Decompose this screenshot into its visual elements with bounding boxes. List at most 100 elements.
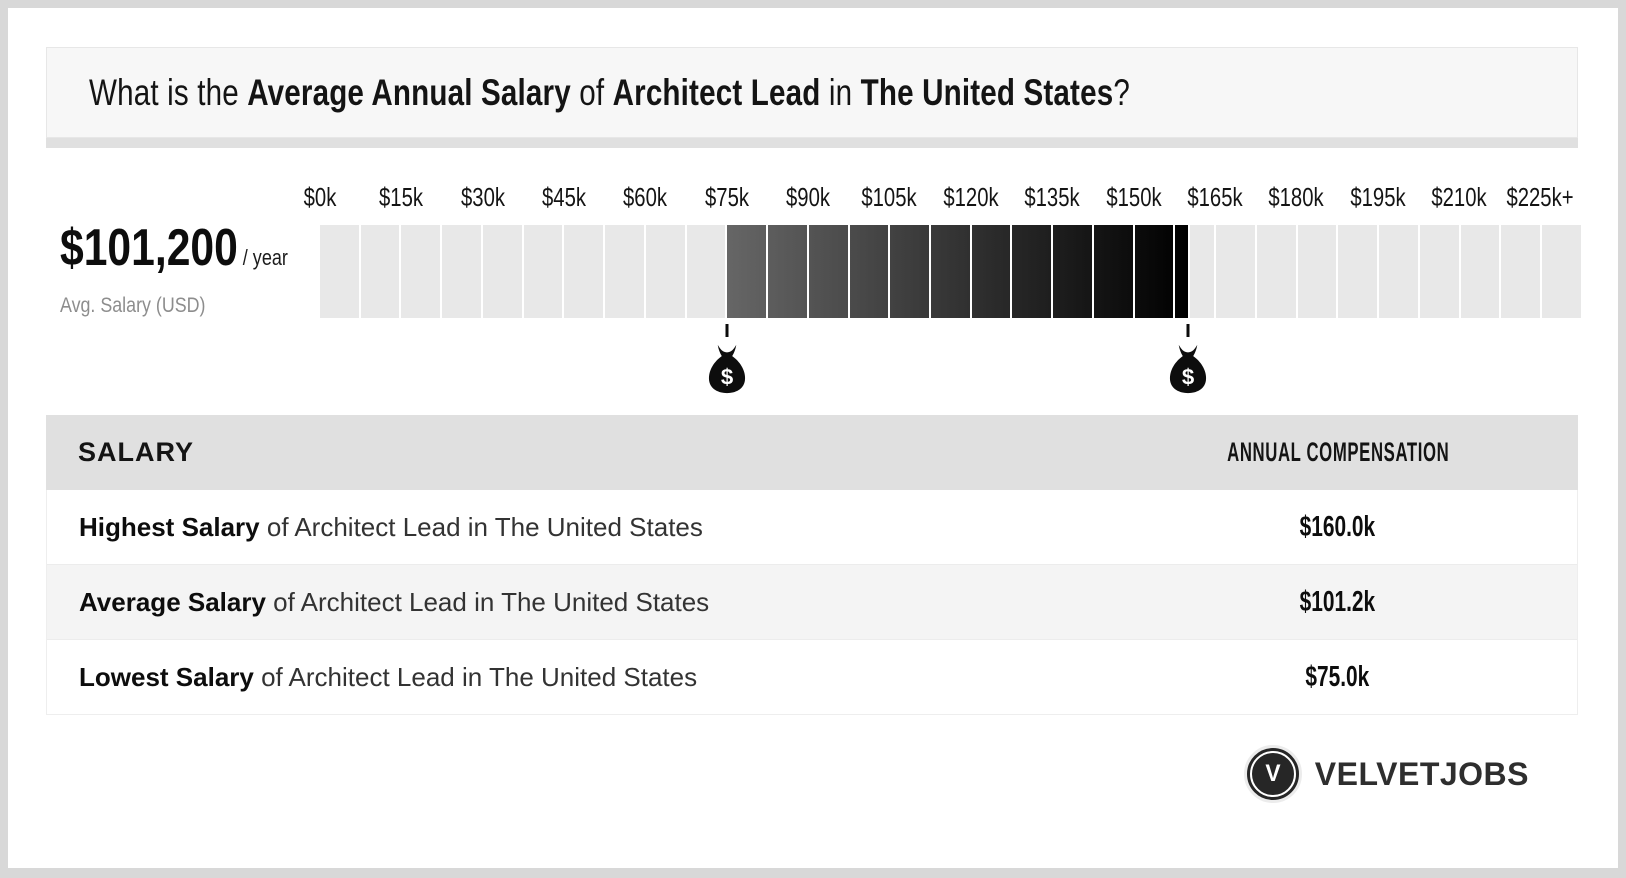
row-label-bold: Highest Salary (79, 511, 260, 542)
row-value: $160.0k (1299, 510, 1375, 543)
logo-monogram-icon: V (1243, 745, 1302, 803)
bar-segment (1093, 225, 1133, 318)
salary-marker: $ (1167, 324, 1208, 394)
marker-tick (1186, 324, 1190, 337)
bar-segment (564, 225, 604, 318)
page-title: What is the Average Annual Salary of Arc… (89, 72, 1130, 114)
table-body: Highest Salary of Architect Lead in The … (46, 490, 1578, 715)
axis-tick-label: $120k (943, 182, 999, 212)
axis-tick-label: $195k (1349, 182, 1406, 212)
salary-marker: $ (706, 324, 747, 394)
bar-segment (1297, 225, 1337, 318)
title-text: What is the (89, 71, 248, 113)
question-box: What is the Average Annual Salary of Arc… (46, 47, 1578, 138)
salary-bar (320, 225, 1581, 318)
infographic-card: What is the Average Annual Salary of Arc… (8, 8, 1618, 868)
bar-segment (1216, 225, 1255, 318)
bar-segment (1012, 225, 1052, 318)
salary-scale: $0k $15k $30k $45k $60k $75k $90k $105k $120k $13… (304, 140, 1581, 410)
axis-tick-label: $0k (303, 182, 337, 212)
table-row-average: Average Salary of Architect Lead in The … (47, 564, 1577, 639)
axis-tick-label: $105k (861, 182, 918, 212)
bar-segment (686, 225, 726, 318)
bar-segment (1379, 225, 1418, 318)
axis-tick-label: $30k (460, 182, 505, 212)
row-label: Highest Salary of Architect Lead in The … (47, 512, 1097, 543)
title-text: of (570, 71, 613, 113)
avg-salary-caption: Avg. Salary (USD) (60, 294, 206, 317)
axis-tick-label: $165k (1187, 182, 1243, 212)
axis-tick-label: $75k (704, 182, 749, 212)
title-bold-avg-annual-salary: Average Annual Salary (247, 71, 571, 113)
bar-segment (1501, 225, 1541, 318)
title-bold-job: Architect Lead (612, 71, 821, 113)
bar-segment (931, 225, 970, 318)
marker-tick (725, 324, 729, 337)
header-compensation-label: ANNUAL COMPENSATION (1226, 437, 1450, 467)
bar-segment (1338, 225, 1378, 318)
bar-segment (808, 225, 848, 318)
axis-tick-label: $225k+ (1506, 182, 1574, 212)
table-row-lowest: Lowest Salary of Architect Lead in The U… (47, 639, 1577, 714)
bar-segment (1542, 225, 1581, 318)
bar-segment (1460, 225, 1500, 318)
avg-salary-period: / year (242, 245, 288, 270)
axis-tick-label: $180k (1268, 182, 1324, 212)
avg-salary-line: $101,200/ year (60, 218, 288, 278)
header-cell-compensation: ANNUAL COMPENSATION (1098, 437, 1578, 468)
axis-tick-label: $150k (1105, 182, 1162, 212)
row-label-bold: Average Salary (79, 586, 266, 617)
logo-text: VELVETJOBS (1314, 755, 1529, 792)
bar-segment (645, 225, 685, 318)
row-label-rest: of Architect Lead in The United States (265, 586, 710, 617)
row-label: Lowest Salary of Architect Lead in The U… (47, 662, 1097, 693)
bar-segment (320, 225, 359, 318)
dollar-glyph: $ (721, 365, 734, 390)
bar-segment (360, 225, 400, 318)
bar-segment (401, 225, 441, 318)
row-value-cell: $160.0k (1097, 511, 1577, 544)
row-label-bold: Lowest Salary (79, 661, 254, 692)
header-cell-salary: SALARY (46, 437, 1098, 468)
salary-chart: $101,200/ year Avg. Salary (USD) $0k $15k… (46, 140, 1581, 410)
salary-summary: $101,200/ year Avg. Salary (USD) (46, 140, 320, 410)
logo-monogram: V (1265, 760, 1281, 787)
avg-salary-amount: $101,200 (60, 219, 238, 277)
axis-tick-label: $45k (542, 182, 587, 212)
bar-segment (971, 225, 1011, 318)
bar-segment (727, 225, 767, 318)
row-value-cell: $75.0k (1097, 661, 1577, 694)
row-label: Average Salary of Architect Lead in The … (47, 587, 1097, 618)
row-value: $101.2k (1299, 585, 1375, 618)
axis-tick-label: $135k (1024, 182, 1080, 212)
bar-segment (1175, 225, 1215, 318)
bar-segment (1053, 225, 1092, 318)
bar-segment (768, 225, 807, 318)
bar-segment (890, 225, 930, 318)
bar-segment (1134, 225, 1174, 318)
axis-tick-row: $0k $15k $30k $45k $60k $75k $90k $105k $120k $13… (304, 140, 1581, 225)
axis-tick-label: $60k (623, 182, 668, 212)
title-text: ? (1113, 71, 1130, 113)
salary-markers: $ $ (320, 318, 1581, 408)
money-bag-icon: $ (1169, 344, 1206, 394)
header-salary-label: SALARY (78, 437, 195, 467)
brand-logo: V VELVETJOBS (1243, 745, 1529, 803)
bar-segment (1256, 225, 1296, 318)
axis-tick-label: $90k (786, 182, 831, 212)
salary-table: SALARY ANNUAL COMPENSATION Highest Salar… (46, 415, 1578, 715)
row-label-rest: of Architect Lead in The United States (253, 661, 698, 692)
bar-segment (605, 225, 644, 318)
row-value-cell: $101.2k (1097, 586, 1577, 619)
table-row-highest: Highest Salary of Architect Lead in The … (47, 490, 1577, 564)
title-bold-location: The United States (860, 71, 1114, 113)
bar-segment (849, 225, 889, 318)
row-label-rest: of Architect Lead in The United States (259, 511, 703, 542)
bar-segment (482, 225, 522, 318)
bar-segment (523, 225, 563, 318)
table-header-row: SALARY ANNUAL COMPENSATION (46, 415, 1578, 490)
bar-segment (1419, 225, 1459, 318)
row-value: $75.0k (1305, 660, 1369, 693)
dollar-glyph: $ (1182, 365, 1195, 390)
